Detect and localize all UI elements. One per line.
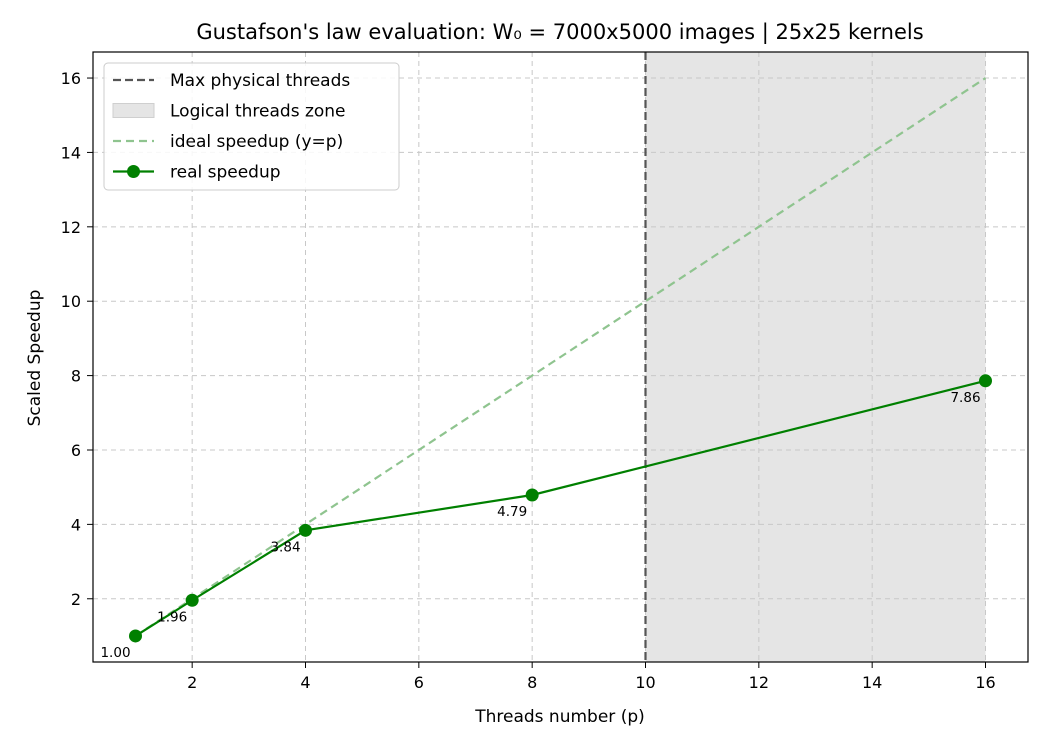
legend-label: ideal speedup (y=p) bbox=[170, 132, 343, 152]
data-label: 1.00 bbox=[100, 645, 130, 661]
x-tick-label: 2 bbox=[187, 673, 197, 692]
x-axis-label: Threads number (p) bbox=[474, 707, 645, 727]
logical-threads-zone bbox=[645, 52, 986, 662]
legend-box bbox=[103, 62, 400, 191]
y-tick-label: 4 bbox=[71, 515, 81, 534]
real-speedup-point bbox=[299, 523, 312, 537]
y-tick-label: 12 bbox=[61, 218, 81, 237]
x-tick-label: 10 bbox=[635, 673, 655, 692]
plot-area-frame bbox=[92, 51, 1029, 663]
y-tick-label: 8 bbox=[71, 367, 81, 386]
real-speedup-point bbox=[525, 488, 539, 502]
chart-title: Gustafson's law evaluation: W₀ = 7000x50… bbox=[196, 20, 923, 45]
y-tick-label: 14 bbox=[61, 143, 81, 162]
x-tick-label: 14 bbox=[862, 673, 882, 692]
y-tick-label: 6 bbox=[71, 441, 81, 460]
y-tick-label: 16 bbox=[61, 69, 81, 88]
real-speedup-point bbox=[129, 629, 142, 643]
x-tick-label: 8 bbox=[527, 673, 537, 692]
legend-marker bbox=[127, 165, 140, 178]
x-tick-label: 12 bbox=[749, 673, 769, 692]
legend-swatch bbox=[112, 103, 155, 118]
x-tick-label: 4 bbox=[300, 673, 310, 692]
real-speedup-point bbox=[979, 374, 992, 388]
data-label: 7.86 bbox=[950, 390, 980, 406]
real-speedup-point bbox=[185, 593, 199, 607]
legend: Max physical threads Logical threads zone… bbox=[103, 62, 400, 191]
ideal-speedup-line bbox=[134, 77, 987, 637]
y-axis-label: Scaled Speedup bbox=[25, 290, 45, 427]
legend-label: Max physical threads bbox=[170, 71, 350, 91]
y-tick-label: 10 bbox=[61, 292, 81, 311]
legend-label: Logical threads zone bbox=[170, 102, 346, 122]
x-tick-label: 16 bbox=[975, 673, 995, 692]
x-tick-label: 6 bbox=[414, 673, 424, 692]
data-label: 3.84 bbox=[270, 539, 300, 555]
y-tick-label: 2 bbox=[71, 590, 81, 609]
data-label: 4.79 bbox=[497, 504, 527, 520]
legend-label: real speedup bbox=[170, 163, 281, 183]
data-label: 1.96 bbox=[157, 609, 187, 625]
